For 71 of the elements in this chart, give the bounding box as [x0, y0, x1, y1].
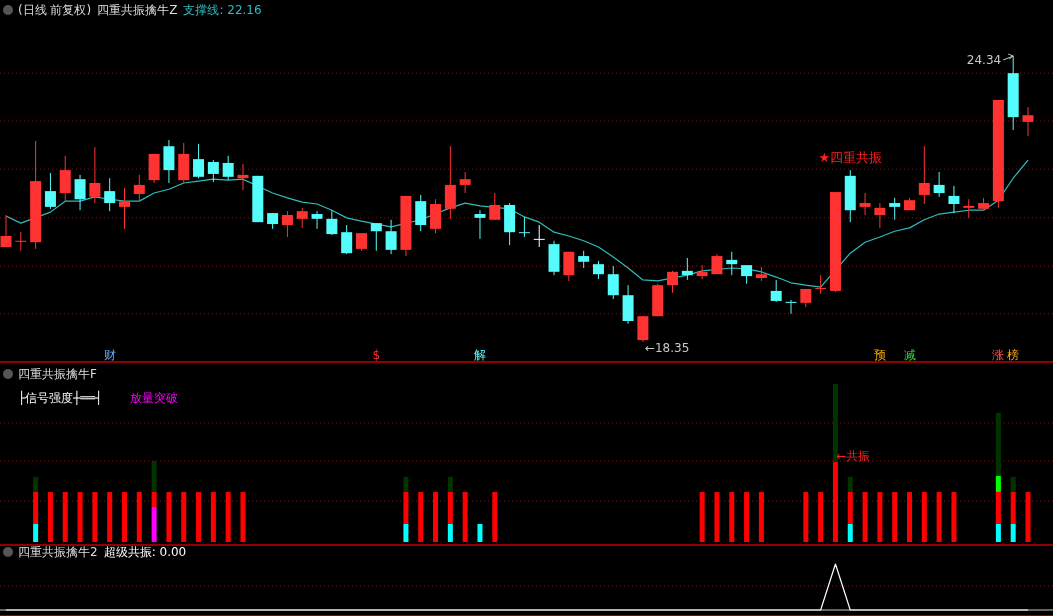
bar — [892, 492, 898, 542]
bar — [77, 492, 83, 542]
bar — [714, 492, 720, 542]
bar — [847, 476, 853, 492]
bar — [33, 491, 39, 524]
bar — [240, 492, 246, 542]
bar — [210, 492, 216, 542]
bar — [758, 492, 764, 542]
bar — [699, 492, 705, 542]
bar — [936, 492, 942, 542]
bar — [907, 492, 913, 542]
bar — [477, 523, 483, 542]
bar — [47, 492, 53, 542]
bar — [121, 492, 127, 542]
bar — [832, 384, 838, 463]
bar — [447, 491, 453, 524]
text: 减 — [903, 348, 916, 362]
bar — [403, 523, 409, 542]
text: 涨 — [992, 348, 1005, 362]
text: 支撑线: 22.16 — [183, 3, 262, 17]
bar — [181, 492, 187, 542]
text: 超级共振: 0.00 — [103, 545, 187, 559]
text: 财 — [103, 348, 116, 362]
bar — [196, 492, 202, 542]
text: 榜 — [1007, 348, 1020, 362]
bar — [921, 492, 927, 542]
text: $ — [372, 348, 381, 362]
bar — [107, 492, 113, 542]
bar — [744, 492, 750, 542]
chart-subtitle: 四重共振擒牛Z — [97, 3, 178, 17]
annotation: ←18.35 — [644, 341, 690, 355]
bar — [877, 492, 883, 542]
annotation: ├信号强度┼══┤ — [18, 390, 103, 405]
chart-title: 四重共振擒牛F — [18, 367, 97, 381]
bar — [1025, 492, 1031, 542]
bar — [225, 492, 231, 542]
text: 预 — [873, 348, 886, 362]
bar — [847, 523, 853, 542]
chart-title: 四重共振擒牛2 — [18, 545, 98, 559]
bar — [62, 492, 68, 542]
bar — [403, 476, 409, 492]
bar — [418, 492, 424, 542]
annotation: ★四重共振 — [818, 150, 883, 166]
bar — [403, 491, 409, 524]
bar — [166, 492, 172, 542]
annotation: 放量突破 — [130, 391, 178, 405]
text: 解 — [473, 348, 486, 362]
bar — [995, 523, 1001, 542]
bar — [729, 492, 735, 542]
bar — [92, 492, 98, 542]
bar — [462, 492, 468, 542]
bar — [803, 492, 809, 542]
bar — [33, 476, 39, 492]
bar — [862, 492, 868, 542]
bar — [1010, 491, 1016, 524]
bar — [1010, 523, 1016, 542]
bar — [447, 523, 453, 542]
bar — [847, 491, 853, 524]
bar — [151, 460, 157, 492]
bar — [818, 492, 824, 542]
annotation: ←共振 — [836, 449, 871, 463]
bar — [951, 492, 957, 542]
annotation: 24.34 — [966, 53, 1002, 67]
bar — [832, 462, 838, 542]
chart-title: (日线 前复权) — [18, 3, 92, 17]
bar — [492, 492, 498, 542]
bar — [433, 492, 439, 542]
bar — [447, 476, 453, 492]
bar — [33, 523, 39, 542]
bar — [1010, 476, 1016, 492]
bar — [136, 492, 142, 542]
